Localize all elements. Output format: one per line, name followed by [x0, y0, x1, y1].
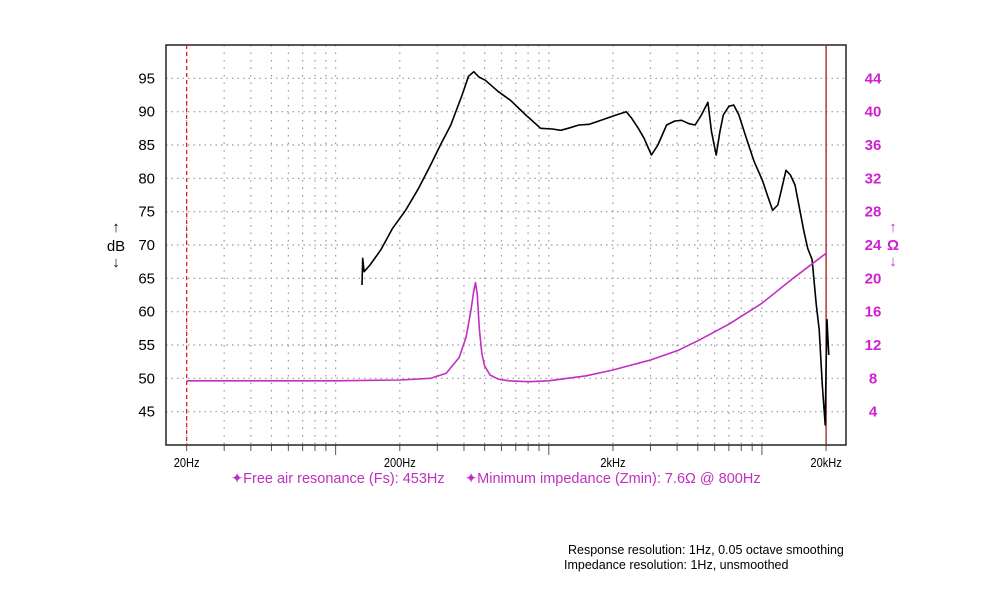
y-tick-label-right: 44 [865, 70, 882, 87]
svg-text:↓: ↓ [889, 253, 897, 270]
y-axis-right: 44 40 36 32 28 24 20 16 12 8 4 [865, 70, 882, 420]
note-response-resolution: Response resolution: 1Hz, 0.05 octave sm… [568, 543, 844, 557]
y-tick-label-left: 95 [138, 70, 155, 87]
svg-text:↑: ↑ [112, 219, 120, 236]
y-tick-label-right: 16 [865, 304, 882, 321]
y-axis-left: 95 90 85 80 75 70 65 60 55 50 45 [138, 70, 155, 420]
y-tick-label-left: 65 [138, 270, 155, 287]
y-tick-label-right: 28 [865, 204, 882, 221]
y-tick-label-right: 20 [865, 270, 882, 287]
svg-text:↓: ↓ [112, 254, 120, 271]
svg-text:↑: ↑ [889, 219, 897, 236]
y-tick-label-left: 90 [138, 104, 155, 121]
y-tick-label-left: 50 [138, 370, 155, 387]
y-tick-label-left: 75 [138, 204, 155, 221]
legend-zmin: ✦Minimum impedance (Zmin): 7.6Ω @ 800Hz [465, 471, 761, 487]
y-tick-label-right: 8 [869, 370, 877, 387]
y-tick-label-right: 40 [865, 104, 882, 121]
y-tick-label-right: 32 [865, 170, 882, 187]
y-tick-label-left: 80 [138, 170, 155, 187]
x-tick-label: 2kHz [600, 455, 625, 470]
y-label-left: dB [107, 238, 125, 255]
series-group [186, 70, 830, 426]
y-tick-label-left: 70 [138, 237, 155, 254]
x-tick-label: 200Hz [384, 455, 416, 470]
y-tick-label-right: 4 [869, 404, 878, 421]
grid [166, 45, 846, 455]
legend-fs: ✦Free air resonance (Fs): 453Hz [231, 471, 445, 487]
note-impedance-resolution: Impedance resolution: 1Hz, unsmoothed [564, 558, 789, 572]
y-tick-label-left: 60 [138, 304, 155, 321]
y-tick-label-left: 85 [138, 137, 155, 154]
impedance-curve [186, 252, 827, 383]
y-tick-label-left: 55 [138, 337, 155, 354]
y-tick-label-right: 12 [865, 337, 882, 354]
y-tick-label-right: 36 [865, 137, 882, 154]
spl-curve [361, 70, 830, 426]
y-tick-label-left: 45 [138, 404, 155, 421]
y-label-right: Ω [887, 237, 899, 254]
y-axis-left-label: ↑ dB ↓ [107, 219, 125, 271]
x-tick-label: 20kHz [810, 455, 841, 470]
x-axis: 20Hz 200Hz 2kHz 20kHz [174, 455, 842, 470]
y-tick-label-right: 24 [865, 237, 882, 254]
x-tick-label: 20Hz [174, 455, 200, 470]
plot-frame [165, 44, 847, 446]
y-axis-right-label: ↑ Ω ↓ [887, 219, 899, 270]
